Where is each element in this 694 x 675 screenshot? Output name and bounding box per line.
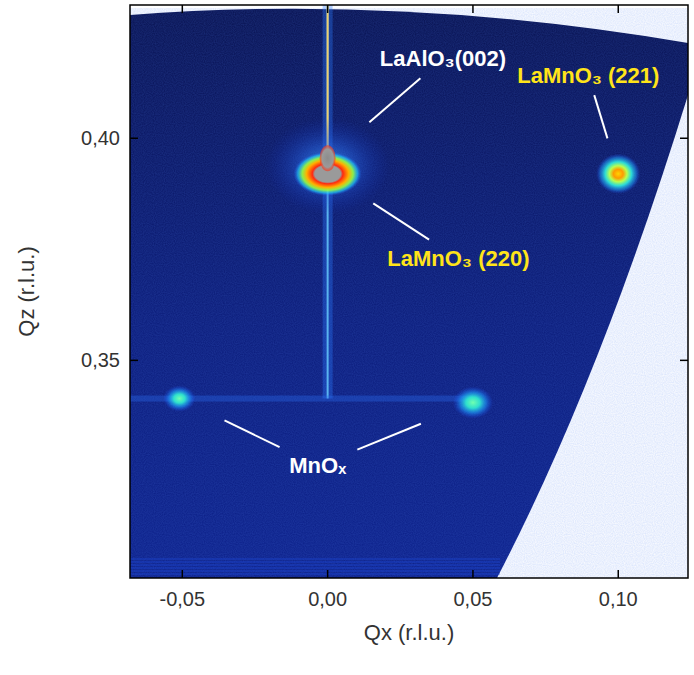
x-tick-label: 0,10 [599, 588, 638, 610]
plot-area [130, 5, 688, 578]
scan-edge [130, 559, 500, 560]
annotation-label: MnOₓ [289, 453, 347, 478]
leader-line [373, 203, 429, 239]
annotation-label: LaMnO₃ (220) [387, 246, 529, 271]
y-tick [130, 360, 138, 362]
annotation-label: LaAlO₃(002) [380, 46, 506, 71]
x-tick [472, 570, 474, 578]
y-tick-right [680, 360, 688, 362]
x-tick-top [182, 5, 184, 13]
scan-edge [130, 571, 500, 572]
peak [163, 386, 195, 412]
y-tick-right [680, 138, 688, 140]
x-tick-top [327, 5, 329, 13]
leader-line [224, 420, 279, 447]
noise [130, 9, 688, 578]
x-tick-top [472, 5, 474, 13]
y-tick-label: 0,35 [81, 349, 120, 371]
x-tick [327, 570, 329, 578]
peak [596, 154, 640, 194]
x-tick [618, 570, 620, 578]
scan-edge [130, 565, 500, 566]
x-axis-title: Qx (r.l.u.) [364, 620, 454, 645]
peak [453, 387, 493, 419]
x-tick [182, 570, 184, 578]
peak [320, 145, 336, 171]
x-tick-label: -0,05 [160, 588, 206, 610]
leader-line [369, 78, 420, 122]
x-tick-top [618, 5, 620, 13]
leader-line [594, 95, 607, 138]
halo [266, 118, 390, 214]
measured-area [130, 9, 688, 578]
y-tick [130, 138, 138, 140]
leader-line [357, 424, 421, 450]
y-axis-title: Qz (r.l.u.) [14, 246, 39, 336]
scan-edge [130, 574, 500, 575]
x-tick-label: 0,05 [453, 588, 492, 610]
scan-edge [130, 568, 500, 569]
chart: -0,05 0,00 0,05 0,10 0,35 0,40 Qx (r.l.u.) Qz (… [0, 0, 694, 675]
annotations: LaAlO₃(002) LaMnO₃ (220) LaMnO₃ (221) MnOₓ [224, 46, 659, 478]
frame [130, 5, 688, 578]
x-tick-label: 0,00 [308, 588, 347, 610]
scan-edge [130, 562, 500, 563]
axes: -0,05 0,00 0,05 0,10 0,35 0,40 [81, 5, 688, 610]
annotation-label: LaMnO₃ (221) [517, 63, 659, 88]
y-tick-label: 0,40 [81, 127, 120, 149]
